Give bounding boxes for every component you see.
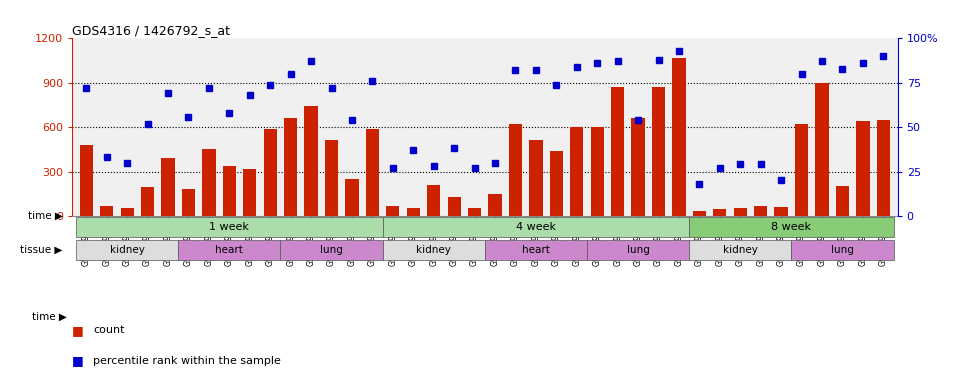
Text: ■: ■ bbox=[72, 354, 84, 367]
Bar bbox=[689, 240, 791, 260]
Bar bbox=[141, 187, 155, 216]
Bar bbox=[324, 141, 338, 216]
Text: count: count bbox=[93, 325, 125, 335]
Bar bbox=[386, 205, 399, 216]
Text: time ▶: time ▶ bbox=[28, 211, 62, 221]
Text: lung: lung bbox=[320, 245, 343, 255]
Bar bbox=[304, 106, 318, 216]
Bar bbox=[181, 189, 195, 216]
Bar bbox=[733, 208, 747, 216]
Bar bbox=[775, 207, 788, 216]
Bar bbox=[713, 209, 727, 216]
Bar bbox=[100, 206, 113, 216]
Bar bbox=[754, 206, 767, 216]
Bar bbox=[795, 124, 808, 216]
Bar bbox=[632, 118, 645, 216]
Bar bbox=[383, 240, 485, 260]
Bar bbox=[509, 124, 522, 216]
Bar bbox=[243, 169, 256, 216]
Text: heart: heart bbox=[522, 245, 550, 255]
Bar bbox=[407, 208, 420, 216]
Bar bbox=[611, 87, 624, 216]
Text: lung: lung bbox=[627, 245, 650, 255]
Bar bbox=[76, 217, 383, 237]
Bar bbox=[489, 194, 502, 216]
Bar bbox=[203, 149, 216, 216]
Text: time ▶: time ▶ bbox=[33, 312, 67, 322]
Bar bbox=[447, 197, 461, 216]
Bar bbox=[161, 158, 175, 216]
Text: 8 week: 8 week bbox=[771, 222, 811, 232]
Bar bbox=[346, 179, 359, 216]
Bar bbox=[383, 217, 689, 237]
Bar bbox=[672, 58, 685, 216]
Text: lung: lung bbox=[831, 245, 853, 255]
Bar bbox=[80, 145, 93, 216]
Bar bbox=[550, 151, 563, 216]
Text: GDS4316 / 1426792_s_at: GDS4316 / 1426792_s_at bbox=[72, 24, 230, 37]
Bar bbox=[223, 166, 236, 216]
Bar bbox=[590, 127, 604, 216]
Text: tissue ▶: tissue ▶ bbox=[20, 245, 62, 255]
Bar bbox=[485, 240, 587, 260]
Bar bbox=[693, 212, 706, 216]
Bar bbox=[529, 141, 542, 216]
Bar bbox=[876, 120, 890, 216]
Bar bbox=[284, 118, 298, 216]
Text: heart: heart bbox=[215, 245, 243, 255]
Bar bbox=[76, 240, 179, 260]
Bar bbox=[264, 129, 276, 216]
Text: kidney: kidney bbox=[723, 245, 757, 255]
Bar bbox=[652, 87, 665, 216]
Bar bbox=[427, 185, 441, 216]
Bar bbox=[836, 186, 849, 216]
Bar bbox=[366, 129, 379, 216]
Bar bbox=[179, 240, 280, 260]
Text: 1 week: 1 week bbox=[209, 222, 250, 232]
Bar bbox=[121, 208, 133, 216]
Bar bbox=[570, 127, 584, 216]
Bar bbox=[468, 208, 481, 216]
Bar bbox=[815, 83, 828, 216]
Text: percentile rank within the sample: percentile rank within the sample bbox=[93, 356, 281, 366]
Bar bbox=[791, 240, 894, 260]
Bar bbox=[587, 240, 689, 260]
Bar bbox=[280, 240, 383, 260]
Bar bbox=[856, 121, 870, 216]
Text: 4 week: 4 week bbox=[516, 222, 556, 232]
Text: kidney: kidney bbox=[109, 245, 145, 255]
Text: ■: ■ bbox=[72, 324, 84, 337]
Bar bbox=[689, 217, 894, 237]
Text: kidney: kidney bbox=[417, 245, 451, 255]
